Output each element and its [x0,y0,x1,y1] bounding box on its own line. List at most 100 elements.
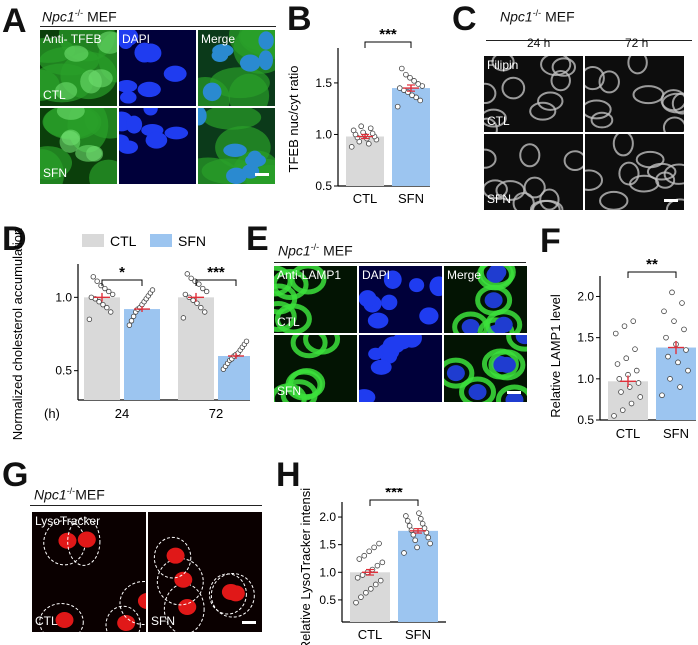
data-point [669,289,675,296]
micrograph-image [359,335,442,402]
panel-c-col-24h: 24 h [527,36,551,50]
data-point [243,338,250,345]
data-point [90,274,96,280]
micrograph-a-0-2: Merge [198,30,275,106]
micrograph-a-0-1: DAPI [119,30,196,106]
micrograph-c-0-0: Filipin CTL [484,56,583,132]
data-point [130,313,137,320]
data-point [358,123,364,130]
data-point [681,326,687,333]
y-tick-label: 0.5 [319,593,336,607]
data-point [200,285,206,292]
x-tick-label: 72 [209,406,223,421]
data-point [188,275,194,281]
data-point [632,346,638,352]
micrograph-label: CTL [43,88,66,102]
y-tick-label: 0.5 [55,364,72,378]
data-point [416,510,422,516]
micrograph-image [359,266,442,333]
data-point [404,518,411,524]
data-point [394,103,401,110]
data-point [369,130,376,137]
y-tick-label: 2.0 [319,510,336,524]
panel-e-rule [274,262,526,263]
micrograph-e-1-1 [359,335,442,402]
data-point [427,540,433,547]
micrograph-image [444,266,527,333]
bar-ctl-72 [178,297,214,400]
cell-type: MEF [323,242,353,259]
data-point [88,294,95,301]
data-point [679,300,685,306]
chart-b: 0.5 1.0 1.5 CTL SFN *** TFEB nuc/cyt ratio [286,28,430,206]
micrograph-label: Anti-LAMP1 [277,268,342,282]
data-point [196,281,202,287]
micrograph-c-0-1 [585,56,684,132]
data-point [354,575,361,581]
panel-letter-c: C [452,0,477,38]
micrograph-e-0-0: Anti-LAMP1 CTL [274,266,357,333]
data-point [359,572,366,578]
data-point [128,318,135,324]
bar-sfn [656,347,696,420]
micrograph-image [119,30,196,106]
micrograph-label: Filipin [487,58,519,72]
micrograph-e-0-1: DAPI [359,266,442,333]
panel-letter-g: G [2,456,29,494]
data-point [377,577,384,584]
scale-bar [664,199,678,202]
data-point [635,380,642,386]
panel-c-title: Npc1-/- MEF [500,8,575,25]
data-point [628,400,635,407]
data-point [663,334,669,341]
data-point [659,392,665,399]
micrograph-image [484,134,583,210]
panel-c-rule [486,40,692,41]
micrograph-e-1-2 [444,335,527,402]
micrograph-c-1-0: SFN [484,134,583,210]
micrograph-a-0-0: Anti- TFEB CTL [40,30,117,106]
cell-line-name: Npc1 [34,486,67,503]
data-point [358,594,364,600]
data-point [685,367,691,374]
data-point [611,413,617,419]
micrograph-image [585,134,684,210]
micrograph-e-0-2: Merge [444,266,527,333]
legend-swatch-sfn [150,234,172,247]
panel-letter-d: D [2,220,27,258]
chart-d: CTL SFN 0.5 1.0 * 24 *** 72 (h) Normalized choles… [10,228,250,440]
data-point [379,559,386,566]
data-point [350,127,357,134]
legend-label: CTL [110,233,137,249]
micrograph-g-1: SFN [148,512,262,632]
micrograph-image [148,512,262,632]
data-point [412,537,419,544]
panel-letter-a: A [2,2,27,40]
y-tick-label: 1.0 [577,372,594,386]
data-point [366,140,372,147]
panel-letter-e: E [246,220,269,258]
data-point [371,544,377,551]
micrograph-image [444,335,527,402]
data-point [86,316,93,323]
cell-type: MEF [545,8,575,25]
micrograph-a-1-2 [198,108,275,184]
micrograph-image [198,30,275,106]
micrograph-image [40,108,117,184]
cell-line-name: Npc1 [278,242,311,259]
data-point [198,304,204,311]
micrograph-image [40,30,117,106]
panel-letter-h: H [276,456,301,494]
data-point [100,301,106,308]
bar-sfn [392,88,430,186]
micrograph-label: CTL [277,315,300,329]
data-point [376,540,382,547]
y-tick-label: 1.5 [577,331,594,345]
data-point [109,291,116,298]
data-point [368,586,374,592]
micrograph-a-1-1 [119,108,196,184]
y-tick-label: 0.5 [577,413,594,427]
data-point [411,78,417,84]
x-tick-label: CTL [358,627,383,642]
micrograph-image [274,266,357,333]
